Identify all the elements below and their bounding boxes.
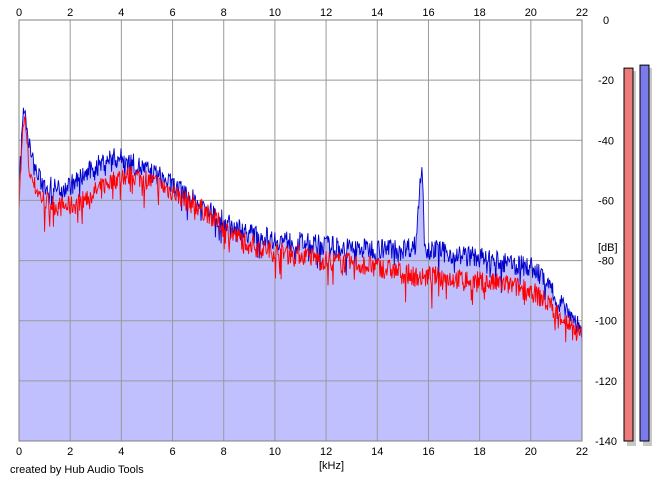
spectrum-series — [18, 107, 583, 345]
y-axis-label: [dB] — [598, 242, 618, 254]
y-tick-label: -40 — [598, 135, 614, 147]
y-tick-label: -60 — [598, 195, 614, 207]
x-tick-label: 12 — [320, 446, 332, 458]
x-tick-label-top: 8 — [221, 7, 227, 19]
x-tick-label: 0 — [16, 446, 22, 458]
x-tick-label-top: 0 — [16, 7, 22, 19]
y-axis-ticks: 0 -20 -40 -60 -80 -100 -120 -140 — [595, 15, 617, 448]
x-tick-label: 16 — [422, 446, 434, 458]
x-tick-label-top: 16 — [422, 7, 434, 19]
y-tick-label: -140 — [595, 436, 617, 448]
x-tick-label-top: 20 — [525, 7, 537, 19]
level-meters — [623, 64, 652, 446]
plot-frame — [18, 19, 583, 442]
x-tick-label: 10 — [269, 446, 281, 458]
x-tick-label: 4 — [118, 446, 124, 458]
x-axis-label: [kHz] — [319, 460, 344, 472]
plot-border — [18, 19, 583, 442]
series-line — [18, 116, 583, 345]
x-tick-label: 2 — [67, 446, 73, 458]
x-tick-label-top: 2 — [67, 7, 73, 19]
x-tick-label: 22 — [576, 446, 588, 458]
x-tick-label-top: 4 — [118, 7, 124, 19]
x-tick-label-top: 12 — [320, 7, 332, 19]
series-line — [18, 107, 583, 337]
y-tick-label: 0 — [603, 15, 609, 27]
x-tick-label: 6 — [169, 446, 175, 458]
spectrum-fill-area — [19, 107, 582, 442]
x-tick-label: 18 — [474, 446, 486, 458]
credit-text: created by Hub Audio Tools — [10, 464, 144, 476]
y-tick-label: -100 — [595, 316, 617, 328]
x-tick-label-top: 18 — [474, 7, 486, 19]
y-tick-label: -20 — [598, 75, 614, 87]
x-tick-label-top: 22 — [576, 7, 588, 19]
y-tick-label: -80 — [598, 256, 614, 268]
x-tick-label: 20 — [525, 446, 537, 458]
x-tick-label: 8 — [221, 446, 227, 458]
x-tick-label-top: 10 — [269, 7, 281, 19]
x-tick-label-top: 14 — [371, 7, 383, 19]
level-meter-bar — [623, 67, 634, 442]
spectrum-fill — [19, 107, 582, 442]
level-meter-bar — [639, 64, 650, 442]
y-tick-label: -120 — [595, 376, 617, 388]
x-tick-label: 14 — [371, 446, 383, 458]
x-tick-label-top: 6 — [169, 7, 175, 19]
